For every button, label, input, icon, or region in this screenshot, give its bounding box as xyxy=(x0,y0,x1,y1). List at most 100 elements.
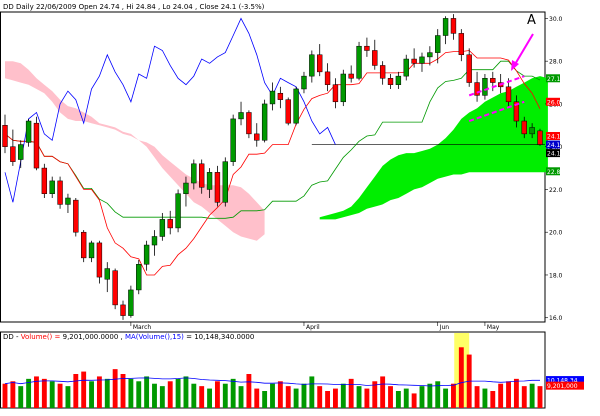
candle-body xyxy=(474,82,480,96)
candle xyxy=(490,71,496,92)
volume-bar xyxy=(372,381,378,408)
volume-bar xyxy=(364,388,370,408)
volume-bar xyxy=(246,374,252,408)
volume-bar xyxy=(159,386,165,408)
candle xyxy=(128,285,134,318)
candle-body xyxy=(317,54,323,73)
candle-body xyxy=(246,112,252,135)
volume-bar xyxy=(128,378,134,408)
volume-bar xyxy=(427,383,433,408)
annotation-arrow xyxy=(513,33,534,67)
candle-body xyxy=(230,118,236,162)
candle-body xyxy=(206,172,213,190)
candle xyxy=(254,123,260,147)
candle-body xyxy=(191,163,197,184)
volume-bar xyxy=(167,381,173,408)
volume-bar xyxy=(419,386,425,408)
candle-body xyxy=(529,127,535,135)
volume-bar xyxy=(395,391,401,408)
header-lo: 24.04 xyxy=(173,3,194,11)
candle-body xyxy=(521,120,527,135)
chart-header-line: DD Daily 22/06/2009 Open 24.74 , Hi 24.8… xyxy=(3,3,265,11)
volume-bar xyxy=(112,369,118,408)
candle xyxy=(513,95,520,128)
candle-body xyxy=(199,163,205,188)
candle-body xyxy=(403,58,409,77)
candle-body xyxy=(458,33,465,56)
y-tick-label: 18.0 xyxy=(549,272,563,279)
volume-bar xyxy=(293,388,299,408)
price-badge: 24.1 xyxy=(546,140,561,149)
candle-body xyxy=(372,50,378,66)
volume-bar xyxy=(506,381,511,408)
candle xyxy=(277,86,284,109)
candle-body xyxy=(340,73,346,103)
candle-body xyxy=(214,172,221,203)
candle-body xyxy=(285,99,291,124)
candle xyxy=(435,29,441,64)
candle-body xyxy=(379,65,386,79)
candle xyxy=(387,74,394,89)
candle-body xyxy=(49,180,55,194)
volume-bar xyxy=(57,383,63,408)
cloud-bullish xyxy=(319,76,548,220)
candle xyxy=(403,54,409,81)
header-open: 24.74 xyxy=(100,3,121,11)
volume-bar xyxy=(183,376,189,408)
candle-body xyxy=(537,130,543,145)
y-tick-label: 28.0 xyxy=(549,59,563,66)
candle xyxy=(372,39,378,70)
ma-label: MA(Volume(),15) xyxy=(125,333,184,341)
candle xyxy=(18,140,24,169)
candle xyxy=(309,50,315,83)
volume-bar xyxy=(73,374,79,408)
candle-body xyxy=(183,182,189,194)
volume-header-line: DD - Volume() = 9,201,000.0000 , MA(Volu… xyxy=(3,333,254,341)
volume-panel: DD - Volume() = 9,201,000.0000 , MA(Volu… xyxy=(0,331,584,409)
price-badge-bg xyxy=(546,132,560,140)
candle xyxy=(159,212,166,241)
volume-bar xyxy=(325,391,331,408)
candle-body xyxy=(73,199,79,233)
candle xyxy=(419,52,425,72)
volume-bar xyxy=(207,388,212,408)
volume-bar xyxy=(214,381,220,408)
candle-body xyxy=(309,54,315,77)
volume-bar xyxy=(262,391,268,408)
header-hi: 24.84 xyxy=(136,3,157,11)
candle xyxy=(104,262,110,293)
candle-body xyxy=(167,219,173,229)
candle-body xyxy=(120,304,126,316)
candle xyxy=(450,14,457,40)
candle xyxy=(57,176,63,209)
volume-bar xyxy=(356,386,362,408)
candle xyxy=(411,48,417,68)
volume-badge xyxy=(546,381,584,390)
candle-body xyxy=(104,268,110,280)
candle xyxy=(175,189,181,233)
candle-body xyxy=(427,52,433,58)
volume-bar xyxy=(513,378,519,408)
candle xyxy=(33,116,40,171)
volume-label: Volume() xyxy=(21,333,53,341)
tenkan-line xyxy=(4,50,541,276)
price-badge-bg xyxy=(546,97,560,106)
y-tick-label: 20.0 xyxy=(549,230,563,237)
candle-body xyxy=(18,144,24,160)
candle-body xyxy=(41,167,48,194)
volume-bar xyxy=(81,371,87,408)
candle-body xyxy=(513,101,520,122)
candle xyxy=(238,101,244,126)
candle xyxy=(2,114,8,154)
volume-bar xyxy=(26,378,32,408)
candle-body xyxy=(128,289,134,316)
candle-body xyxy=(96,242,103,278)
volume-bar xyxy=(277,381,283,408)
candle xyxy=(214,165,221,207)
candle-body xyxy=(505,86,512,103)
volume-bar xyxy=(2,383,8,408)
candle xyxy=(301,71,307,94)
candle-body xyxy=(332,84,339,103)
candle xyxy=(293,86,299,126)
